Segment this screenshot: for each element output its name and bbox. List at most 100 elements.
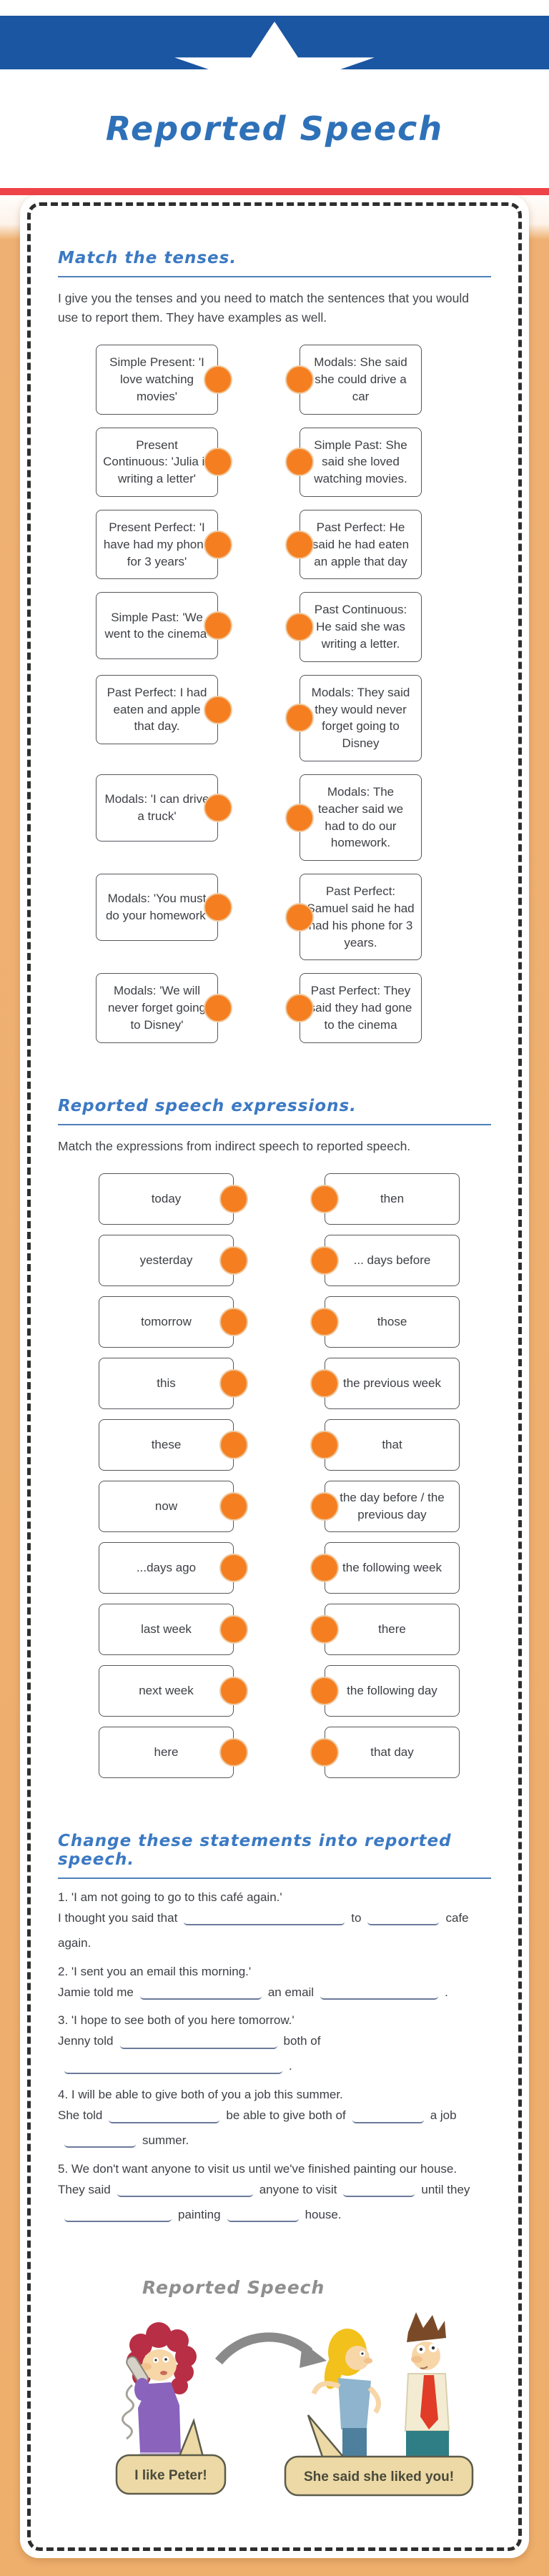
- match-right-box: there: [310, 1603, 460, 1655]
- match-connector[interactable]: [310, 1307, 339, 1336]
- match-right-label: that day: [370, 1745, 414, 1759]
- match-connector[interactable]: [204, 530, 232, 559]
- match-right-box: Simple Past: She said she loved watching…: [285, 427, 422, 498]
- match-left-label: Past Perfect: I had eaten and apple that…: [107, 685, 207, 734]
- match-connector[interactable]: [204, 794, 232, 822]
- match-connector[interactable]: [219, 1737, 248, 1767]
- match-right-box: the day before / the previous day: [310, 1480, 460, 1532]
- match-connector[interactable]: [285, 448, 314, 477]
- match-left-box: these: [99, 1418, 248, 1471]
- match-connector[interactable]: [219, 1614, 248, 1644]
- match-right-label: ... days before: [353, 1253, 431, 1267]
- match-row: yesterday ... days before: [99, 1234, 491, 1286]
- match-connector[interactable]: [310, 1676, 339, 1705]
- answer-blank[interactable]: [139, 1985, 262, 2000]
- match-connector[interactable]: [285, 704, 314, 733]
- match-connector[interactable]: [310, 1430, 339, 1459]
- match-left-label: Modals: 'You must do your homework': [105, 892, 209, 923]
- answer-blank[interactable]: [64, 2060, 282, 2074]
- match-left-label: Modals: 'I can drive a truck': [104, 792, 209, 823]
- match-connector[interactable]: [219, 1368, 248, 1398]
- match-left-box: Modals: 'I can drive a truck': [96, 774, 232, 842]
- answer-blank[interactable]: [109, 2109, 220, 2123]
- header-banner: [0, 16, 549, 69]
- match-connector[interactable]: [219, 1491, 248, 1521]
- match-connector[interactable]: [219, 1245, 248, 1275]
- answer-blank[interactable]: [352, 2109, 424, 2123]
- match-row: Modals: 'We will never forget going to D…: [96, 973, 491, 1043]
- answer-blank[interactable]: [117, 2183, 253, 2198]
- section-statements: Change these statements into reported sp…: [58, 1832, 491, 2228]
- answer-text: both of: [283, 2034, 321, 2048]
- page-background: Match the tenses. I give you the tenses …: [0, 195, 549, 2576]
- answer-blank[interactable]: [320, 1985, 439, 2000]
- match-left-label: Present Perfect: 'I have had my phone fo…: [103, 520, 211, 568]
- match-right-label: Past Continuous: He said she was writing…: [314, 603, 407, 651]
- match-right-label: Past Perfect: Samuel said he had had his…: [307, 884, 415, 949]
- match-connector[interactable]: [204, 893, 232, 922]
- match-left-label: today: [151, 1191, 182, 1205]
- answer-text: an email: [267, 1985, 315, 1999]
- section-expressions: Reported speech expressions. Match the e…: [58, 1097, 491, 1778]
- match-connector[interactable]: [285, 994, 314, 1023]
- match-connector[interactable]: [204, 365, 232, 394]
- match-right-box: Modals: She said she could drive a car: [285, 345, 422, 415]
- statement-prompt: 3. 'I hope to see both of you here tomor…: [58, 2013, 295, 2028]
- answer-blank[interactable]: [119, 2035, 277, 2049]
- match-left-box: this: [99, 1357, 248, 1409]
- match-right-label: the previous week: [342, 1376, 442, 1390]
- match-connector[interactable]: [285, 613, 314, 642]
- match-left-box: Present Perfect: 'I have had my phone fo…: [96, 510, 232, 580]
- match-left-box: here: [99, 1726, 248, 1778]
- statement-item: 5. We don't want anyone to visit us unti…: [58, 2162, 491, 2228]
- match-right-label: Simple Past: She said she loved watching…: [314, 438, 407, 486]
- match-connector[interactable]: [204, 994, 232, 1023]
- statement-prompt: 2. 'I sent you an email this morning.': [58, 1964, 252, 1978]
- answer-blank[interactable]: [64, 2208, 172, 2223]
- speech-bubble-left: I like Peter!: [115, 2418, 227, 2495]
- match-connector[interactable]: [204, 448, 232, 477]
- answer-blank[interactable]: [227, 2208, 299, 2223]
- match-left-label: these: [151, 1437, 182, 1451]
- match-right-box: Past Continuous: He said she was writing…: [285, 592, 422, 662]
- match-connector[interactable]: [285, 902, 314, 932]
- answer-blank[interactable]: [367, 1911, 440, 1926]
- match-connector[interactable]: [310, 1184, 339, 1213]
- bubble-right-text: She said she liked you!: [304, 2469, 454, 2484]
- section-instruction: I give you the tenses and you need to ma…: [58, 291, 469, 325]
- statement-answer: They said anyone to visit until they painti…: [58, 2178, 491, 2228]
- match-connector[interactable]: [204, 695, 232, 724]
- star-icon: [174, 21, 375, 69]
- match-connector[interactable]: [219, 1184, 248, 1213]
- match-connector[interactable]: [310, 1614, 339, 1644]
- match-left-box: now: [99, 1480, 248, 1532]
- match-connector[interactable]: [285, 530, 314, 559]
- match-connector[interactable]: [310, 1737, 339, 1767]
- match-connector[interactable]: [310, 1368, 339, 1398]
- match-connector[interactable]: [310, 1491, 339, 1521]
- answer-text: a job: [430, 2108, 457, 2123]
- match-row: last week there: [99, 1603, 491, 1655]
- match-left-label: ...days ago: [136, 1560, 197, 1574]
- answer-blank[interactable]: [343, 2183, 415, 2198]
- match-connector[interactable]: [204, 611, 232, 641]
- match-connector[interactable]: [219, 1307, 248, 1336]
- match-connector[interactable]: [310, 1245, 339, 1275]
- match-right-box: ... days before: [310, 1234, 460, 1286]
- match-connector[interactable]: [219, 1553, 248, 1582]
- match-left-box: last week: [99, 1603, 248, 1655]
- match-connector[interactable]: [285, 365, 314, 394]
- match-connector[interactable]: [285, 803, 314, 832]
- match-connector[interactable]: [310, 1553, 339, 1582]
- answer-text: They said: [58, 2182, 111, 2196]
- match-left-label: yesterday: [139, 1253, 193, 1267]
- match-right-box: Past Perfect: He said he had eaten an ap…: [285, 510, 422, 580]
- statement-item: 1. 'I am not going to go to this café ag…: [58, 1890, 491, 1956]
- statement-item: 2. 'I sent you an email this morning.' J…: [58, 1965, 491, 2005]
- answer-text: house.: [305, 2207, 342, 2221]
- match-connector[interactable]: [219, 1676, 248, 1705]
- answer-blank[interactable]: [64, 2133, 136, 2148]
- match-left-box: today: [99, 1173, 248, 1225]
- answer-blank[interactable]: [184, 1911, 345, 1926]
- match-connector[interactable]: [219, 1430, 248, 1459]
